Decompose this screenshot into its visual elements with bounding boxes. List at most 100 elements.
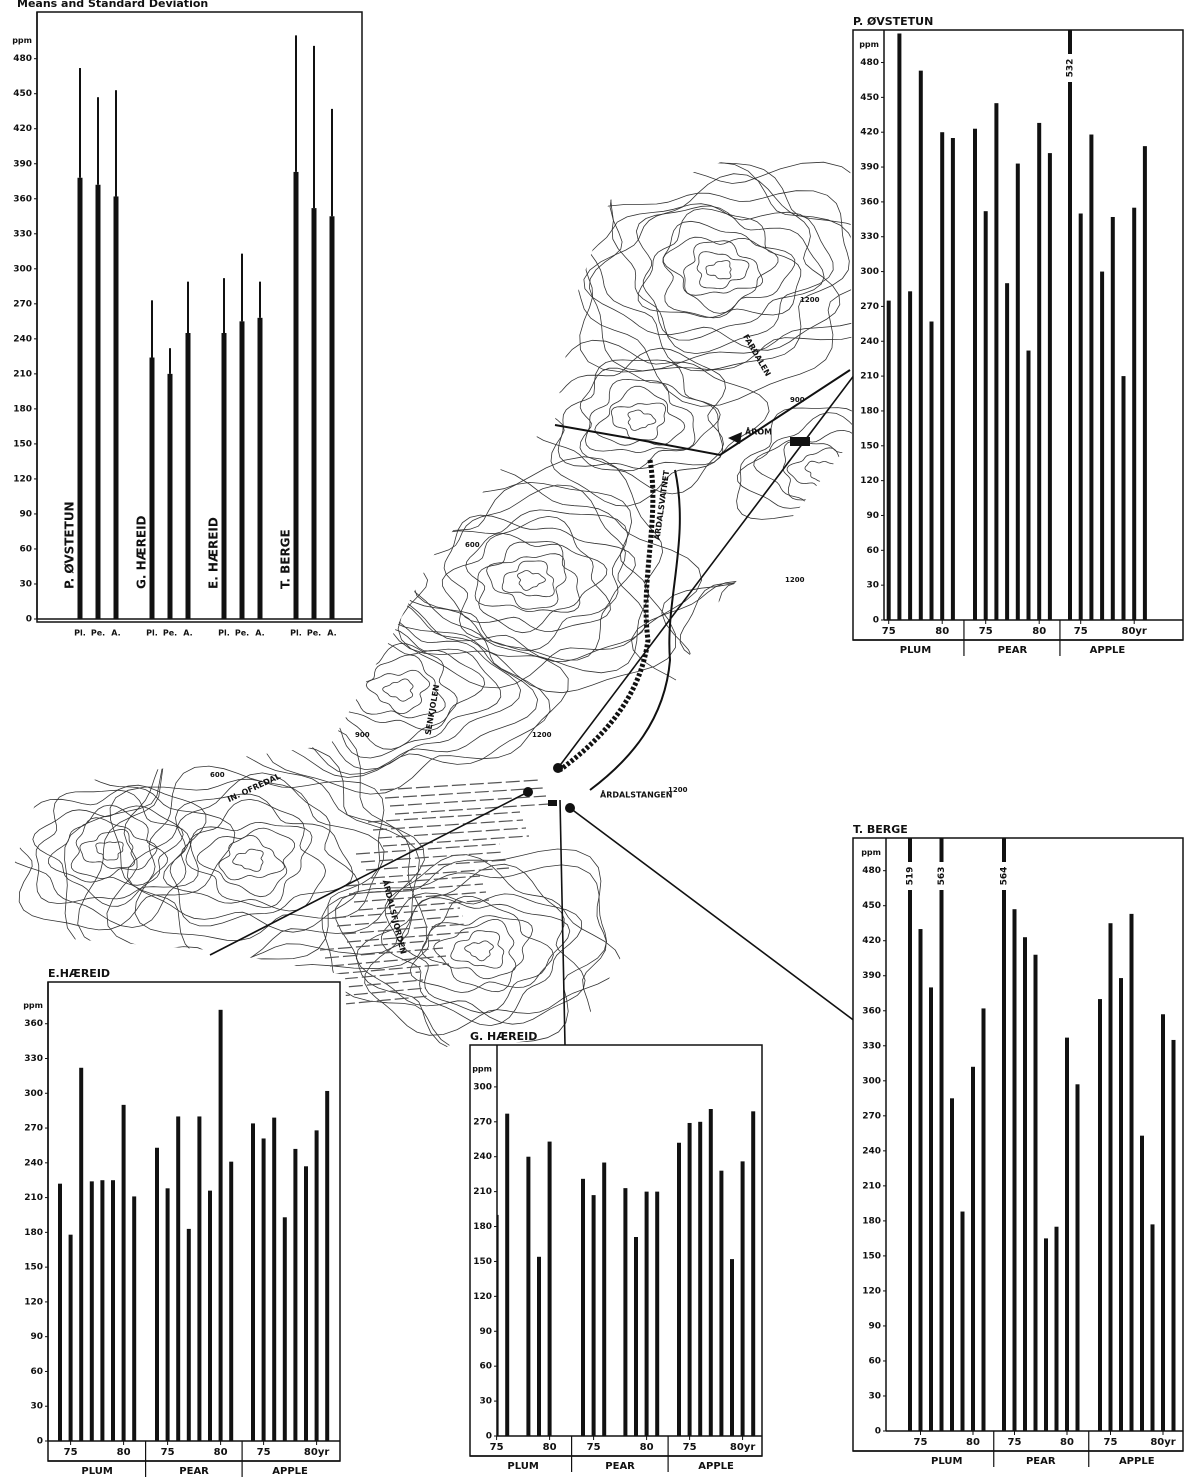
y-tick-label: 180 <box>860 406 879 416</box>
chart-title: Means and Standard Deviation <box>17 0 208 10</box>
group-label: PEAR <box>1026 1456 1056 1467</box>
bar <box>325 1090 330 1441</box>
mean-bar <box>239 321 245 619</box>
y-tick-label: 180 <box>13 404 32 414</box>
connector-line <box>209 791 529 956</box>
bar <box>132 1196 137 1441</box>
y-tick-label: 90 <box>866 511 879 521</box>
y-tick-label: 270 <box>862 1111 881 1121</box>
bar <box>973 128 977 620</box>
water-hatch <box>379 779 541 791</box>
water-hatch <box>384 787 544 799</box>
bar <box>218 1009 223 1441</box>
contour <box>47 804 168 886</box>
x-tick-label: 75 <box>257 1447 271 1458</box>
bar <box>644 1191 649 1436</box>
valley-road <box>554 369 851 457</box>
contour <box>218 834 285 881</box>
contour <box>382 678 414 702</box>
y-tick-label: 300 <box>24 1089 43 1099</box>
x-tick-label: 75 <box>683 1442 697 1453</box>
y-tick-label: 180 <box>473 1222 492 1232</box>
bar <box>68 1234 73 1441</box>
y-tick-label: 420 <box>862 936 881 946</box>
bar <box>939 838 944 1431</box>
y-tick-label: 120 <box>24 1297 43 1307</box>
bar <box>1047 153 1052 620</box>
site-marker <box>553 763 563 773</box>
lake-shore <box>558 459 656 772</box>
x-tick-label: 80 <box>935 626 949 637</box>
x-tick-label: 75 <box>914 1437 928 1448</box>
contour <box>486 553 567 610</box>
y-tick-label: 60 <box>19 544 32 554</box>
y-tick-label: 180 <box>862 1216 881 1226</box>
contour <box>579 154 852 373</box>
mean-bar <box>257 317 263 619</box>
water-hatch <box>358 899 490 911</box>
bars <box>58 1009 330 1441</box>
town-marker <box>790 437 810 446</box>
water-hatch <box>336 915 464 927</box>
water-hatch <box>353 891 487 903</box>
mean-bar <box>77 177 83 619</box>
x-tick-label: 80 <box>966 1437 980 1448</box>
bar <box>100 1180 105 1441</box>
y-tick-label: 240 <box>860 337 879 347</box>
water-hatch <box>355 843 501 855</box>
group-label: APPLE <box>1090 645 1126 656</box>
bar <box>1161 1014 1165 1431</box>
bar <box>1121 376 1126 620</box>
x-tick-label: 80 <box>214 1447 228 1458</box>
contour <box>662 236 779 314</box>
x-tick-label: 75 <box>979 626 993 637</box>
contour <box>517 570 546 591</box>
bar <box>282 1217 287 1441</box>
label-bg <box>935 862 948 890</box>
contour <box>696 251 750 290</box>
bar <box>1075 1084 1080 1431</box>
y-tick-label: 390 <box>13 159 32 169</box>
mean-bar <box>293 171 299 620</box>
bar <box>165 1188 170 1441</box>
bar <box>1078 213 1083 620</box>
water-hatch <box>370 867 510 879</box>
y-tick-label: 420 <box>13 124 32 134</box>
contour-label: 1200 <box>668 786 688 794</box>
x-tick-label: Pl. <box>74 629 86 638</box>
group-label: PLUM <box>931 1456 962 1467</box>
contour <box>355 863 586 1025</box>
y-tick-label: 0 <box>875 1427 881 1437</box>
y-tick-label: 30 <box>19 579 32 589</box>
y-tick-label: 60 <box>479 1362 492 1372</box>
contour <box>421 915 534 993</box>
bar <box>950 138 955 620</box>
x-tick-label: 80yr <box>1150 1437 1175 1448</box>
bar <box>719 1170 724 1436</box>
group-label: APPLE <box>272 1466 308 1477</box>
y-tick-label: 210 <box>862 1181 881 1191</box>
bar <box>537 1256 541 1436</box>
bar <box>581 1178 585 1436</box>
bar <box>497 1214 499 1436</box>
contour <box>464 940 494 962</box>
bar <box>918 70 923 620</box>
group-label: PLUM <box>900 645 931 656</box>
x-tick-label: Pe. <box>163 629 177 638</box>
contour <box>185 821 313 908</box>
contour <box>347 456 676 694</box>
x-tick-label: Pe. <box>235 629 249 638</box>
water-hatch <box>382 835 530 847</box>
bar <box>602 1162 607 1436</box>
water-hatch <box>394 803 550 815</box>
contour <box>397 466 703 689</box>
y-tick-label: 30 <box>479 1397 492 1407</box>
group-label: PEAR <box>179 1466 209 1477</box>
x-tick-label: A. <box>183 629 192 638</box>
site-marker <box>565 803 575 813</box>
group-label: PEAR <box>605 1461 635 1472</box>
y-tick-label: 90 <box>30 1332 43 1342</box>
y-axis-label: ppm <box>12 36 32 45</box>
y-axis-label: ppm <box>23 1001 43 1010</box>
